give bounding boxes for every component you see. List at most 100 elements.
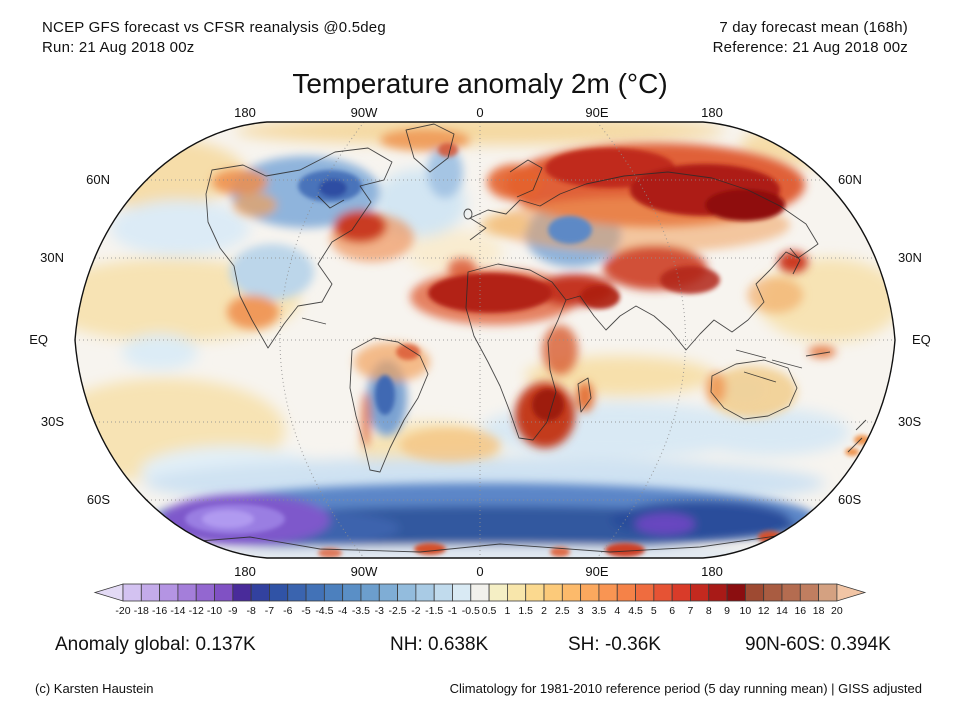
colorbar-segment (305, 583, 325, 602)
stat-90n-60s: 90N-60S: 0.394K (745, 634, 891, 655)
lat-label-right: 30N (898, 250, 922, 265)
colorbar-segment (507, 583, 527, 602)
colorbar-tick-label: 10 (740, 605, 752, 617)
lat-label-left: EQ (29, 332, 48, 347)
colorbar-segment (561, 583, 582, 602)
colorbar-segment (653, 583, 673, 602)
colorbar-tick-label: -6 (283, 605, 292, 617)
lat-label-left: 30S (41, 414, 64, 429)
page-title: Temperature anomaly 2m (°C) (292, 68, 668, 99)
colorbar-segment (397, 583, 417, 602)
map-fill (75, 122, 895, 558)
colorbar-tick-label: 14 (776, 605, 788, 617)
colorbar-segment (415, 583, 435, 602)
colorbar-segment (159, 583, 179, 602)
colorbar-segment (818, 583, 838, 602)
colorbar-tick-label: -3.5 (352, 605, 370, 617)
map-outline (74, 121, 896, 559)
colorbar-tick-label: 9 (724, 605, 730, 617)
lat-label-right: 60N (838, 172, 862, 187)
colorbar-tick-label: 2 (541, 605, 547, 617)
model-info: NCEP GFS forecast vs CFSR reanalysis @0.… (42, 19, 386, 36)
colorbar-tick-label: -18 (134, 605, 149, 617)
colorbar-segment (195, 583, 215, 602)
stat-sh: SH: -0.36K (568, 634, 661, 655)
colorbar-segment (763, 583, 783, 602)
lat-label-left: 60N (86, 172, 110, 187)
colorbar-tick-label: -1 (448, 605, 457, 617)
lat-label-left: 60S (87, 492, 110, 507)
colorbar-segment (799, 583, 819, 602)
colorbar-tick-label: -10 (207, 605, 222, 617)
colorbar-segment (140, 583, 161, 602)
colorbar-segment (250, 583, 270, 602)
colorbar-tick-label: -20 (115, 605, 130, 617)
colorbar-tick-label: 2.5 (555, 605, 570, 617)
climatology-note: Climatology for 1981-2010 reference peri… (449, 681, 922, 696)
colorbar-segment (525, 583, 545, 602)
colorbar-tick-label: -16 (152, 605, 167, 617)
colorbar-tick-label: 8 (706, 605, 712, 617)
colorbar-tick-label: 3.5 (592, 605, 607, 617)
colorbar-tick-label: 0.5 (482, 605, 497, 617)
map-graticule (75, 122, 895, 558)
colorbar-segment (543, 583, 563, 602)
colorbar-tick-label: -5 (301, 605, 310, 617)
copyright: (c) Karsten Haustein (35, 681, 154, 696)
lon-label-bottom: 90E (585, 564, 608, 579)
colorbar-tick-label: 20 (831, 605, 843, 617)
lon-label-bottom: 180 (701, 564, 723, 579)
lon-label-top: 0 (476, 105, 483, 120)
colorbar-tick-label: 4 (614, 605, 620, 617)
colorbar-segment (635, 583, 655, 602)
colorbar-segment (580, 583, 600, 602)
colorbar-tick-label: -8 (246, 605, 255, 617)
colorbar-segment (616, 583, 636, 602)
colorbar-segment (214, 583, 234, 602)
colorbar-tick-label: -2.5 (389, 605, 407, 617)
reference-info: Reference: 21 Aug 2018 00z (712, 39, 908, 56)
colorbar-segment (671, 583, 691, 602)
lon-label-top: 180 (234, 105, 256, 120)
lon-label-bottom: 180 (234, 564, 256, 579)
colorbar: -20 -18 -16 -14 -12 -10 -9 -8 -7 -6 -5 -4.5 -4 -3.5 -3… (93, 583, 867, 617)
colorbar-tick-label: -9 (228, 605, 237, 617)
colorbar-segment (433, 583, 453, 602)
colorbar-tick-label: 5 (651, 605, 657, 617)
colorbar-segment (342, 583, 362, 602)
colorbar-segment (122, 583, 142, 602)
colorbar-tick-label: 4.5 (628, 605, 643, 617)
colorbar-tick-label: 1.5 (518, 605, 533, 617)
lon-label-top: 90W (351, 105, 378, 120)
colorbar-tick-label: 12 (758, 605, 770, 617)
colorbar-segment (323, 583, 344, 602)
colorbar-tick-label: 6 (669, 605, 675, 617)
colorbar-segment (781, 583, 801, 602)
colorbar-tick-label: 16 (794, 605, 806, 617)
colorbar-segment (598, 583, 618, 602)
colorbar-segment (287, 583, 307, 602)
lat-label-right: 60S (838, 492, 861, 507)
colorbar-tick-label: 7 (688, 605, 694, 617)
run-info: Run: 21 Aug 2018 00z (42, 39, 195, 56)
colorbar-tick-label: -12 (189, 605, 204, 617)
colorbar-tick-label: -4 (338, 605, 347, 617)
colorbar-segment (269, 583, 289, 602)
colorbar-tick-label: 18 (813, 605, 825, 617)
header-left: NCEP GFS forecast vs CFSR reanalysis @0.… (42, 18, 386, 58)
forecast-mean-info: 7 day forecast mean (168h) (719, 19, 908, 36)
colorbar-tick-label: -0.5 (462, 605, 480, 617)
colorbar-segment (744, 583, 765, 602)
colorbar-tick-label: -14 (170, 605, 185, 617)
colorbar-segment (360, 583, 380, 602)
lat-label-right: EQ (912, 332, 931, 347)
stat-nh: NH: 0.638K (390, 634, 489, 655)
map-coastlines (174, 123, 867, 553)
colorbar-tick-label: -3 (375, 605, 384, 617)
lon-label-bottom: 0 (476, 564, 483, 579)
map-axis-labels: 180 90W 0 90E 180 180 90W 0 90E 180 60N 30N EQ 30S 60S… (29, 105, 931, 579)
lon-label-top: 90E (585, 105, 608, 120)
colorbar-segment (232, 583, 252, 602)
